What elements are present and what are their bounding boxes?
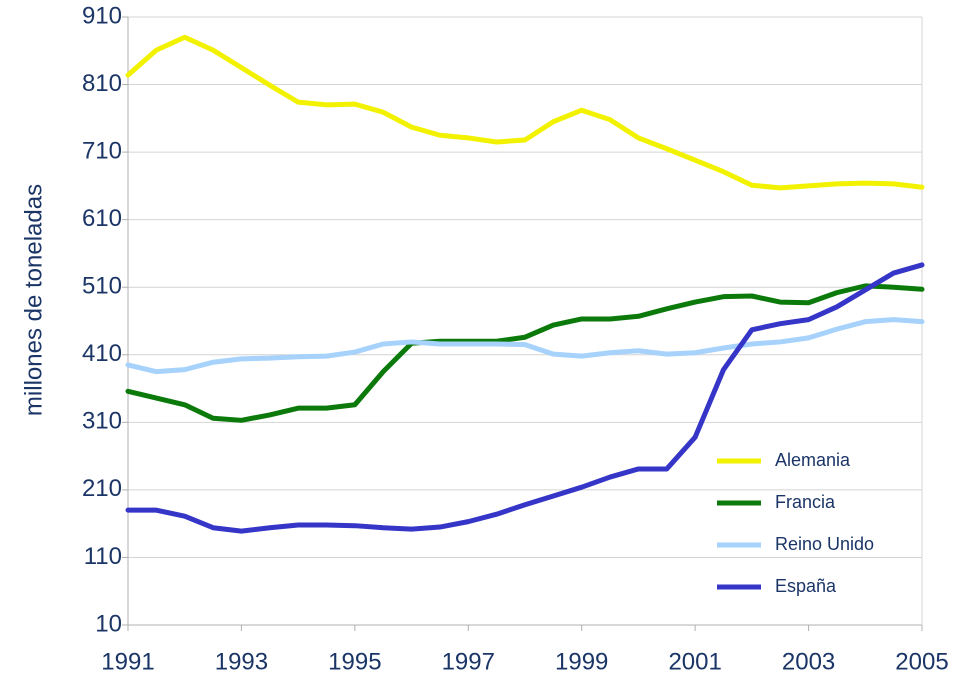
y-tick-label: 210 (82, 475, 122, 502)
legend-label: Alemania (775, 450, 851, 470)
x-tick-label: 1995 (328, 648, 381, 673)
x-tick-label: 2003 (782, 648, 835, 673)
x-tick-label: 1993 (215, 648, 268, 673)
y-tick-label: 910 (82, 2, 122, 29)
y-tick-label: 510 (82, 273, 122, 300)
legend-label: Francia (775, 492, 836, 512)
x-tick-label: 1997 (442, 648, 495, 673)
series-line (125, 317, 925, 375)
y-tick-label: 10 (95, 610, 122, 637)
x-tick-label: 2005 (895, 648, 948, 673)
legend-label: España (775, 576, 837, 596)
y-tick-label: 610 (82, 205, 122, 232)
series-line (125, 34, 925, 191)
y-tick-label: 710 (82, 137, 122, 164)
series-line (125, 262, 925, 534)
x-tick-label: 2001 (668, 648, 721, 673)
x-tick-label: 1991 (101, 648, 154, 673)
x-tick-label: 1999 (555, 648, 608, 673)
y-tick-label: 810 (82, 70, 122, 97)
legend-label: Reino Unido (775, 534, 874, 554)
y-tick-label: 110 (84, 543, 122, 570)
y-tick-label: 310 (82, 408, 122, 435)
series-line (125, 283, 925, 423)
y-tick-label: 410 (82, 340, 122, 367)
y-axis-label: millones de toneladas (20, 184, 47, 416)
